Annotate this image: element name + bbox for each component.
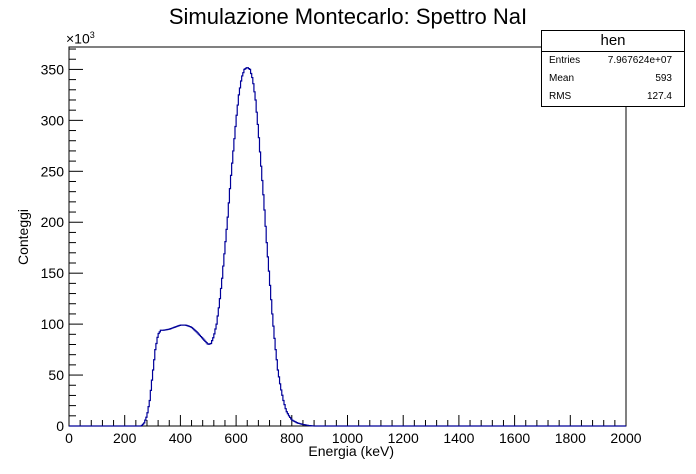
y-tick-label: 250 [41, 163, 65, 179]
y-tick-label: 0 [56, 418, 64, 434]
x-tick-label: 1800 [555, 430, 586, 446]
y-multiplier: ×103 [66, 30, 95, 47]
stats-label: Mean [549, 73, 575, 84]
stats-label: Entries [549, 55, 581, 66]
x-tick-label: 1600 [499, 430, 530, 446]
y-tick-label: 350 [41, 61, 65, 77]
y-axis-label: Conteggi [15, 208, 31, 266]
y-tick-label: 50 [48, 367, 64, 383]
stats-label: RMS [549, 91, 572, 102]
x-tick-label: 1200 [388, 430, 419, 446]
spectrum-line [69, 67, 626, 427]
stats-row-mean: Mean 593 [542, 70, 684, 88]
y-multiplier-exponent: 3 [89, 30, 95, 40]
y-tick-label: 150 [41, 265, 65, 281]
chart-title: Simulazione Montecarlo: Spettro NaI [168, 4, 528, 29]
x-tick-label: 2000 [610, 430, 641, 446]
x-tick-label: 400 [169, 430, 193, 446]
stats-value: 7.967624e+07 [607, 55, 672, 66]
x-tick-label: 200 [113, 430, 137, 446]
stats-value: 593 [655, 73, 672, 84]
y-tick-label: 300 [41, 112, 65, 128]
x-tick-label: 1000 [332, 430, 363, 446]
x-tick-label: 0 [65, 430, 73, 446]
y-multiplier-base: ×10 [66, 30, 90, 47]
stats-row-entries: Entries 7.967624e+07 [542, 52, 684, 70]
stats-box: hen Entries 7.967624e+07 Mean 593 RMS 12… [541, 30, 685, 107]
y-tick-label: 100 [41, 316, 65, 332]
stats-value: 127.4 [646, 91, 672, 102]
x-tick-label: 1400 [443, 430, 474, 446]
stats-box-name: hen [542, 31, 684, 52]
stats-row-rms: RMS 127.4 [542, 88, 684, 106]
x-axis-label: Energia (keV) [308, 443, 394, 459]
x-tick-label: 600 [224, 430, 248, 446]
x-tick-label: 800 [280, 430, 304, 446]
y-tick-label: 200 [41, 214, 65, 230]
